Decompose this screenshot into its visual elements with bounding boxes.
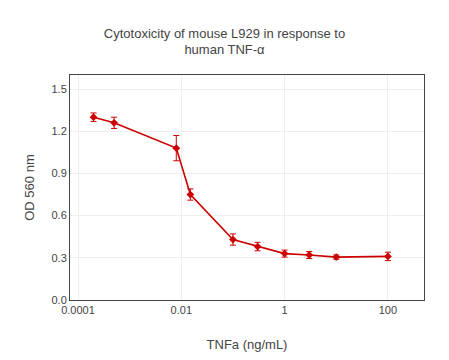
svg-text:1.2: 1.2 [52, 125, 67, 137]
svg-text:0.01: 0.01 [171, 304, 192, 316]
svg-text:1.5: 1.5 [52, 83, 67, 95]
svg-text:1: 1 [282, 304, 288, 316]
svg-text:0.3: 0.3 [52, 252, 67, 264]
svg-text:0.6: 0.6 [52, 209, 67, 221]
svg-text:0.0001: 0.0001 [61, 304, 95, 316]
svg-text:TNFa (ng/mL): TNFa (ng/mL) [207, 337, 288, 352]
svg-text:0.0: 0.0 [52, 294, 67, 306]
svg-text:OD 560 nm: OD 560 nm [22, 154, 37, 220]
svg-text:Cytotoxicity of mouse L929 in: Cytotoxicity of mouse L929 in response t… [104, 26, 345, 58]
svg-text:100: 100 [379, 304, 397, 316]
svg-text:0.9: 0.9 [52, 167, 67, 179]
